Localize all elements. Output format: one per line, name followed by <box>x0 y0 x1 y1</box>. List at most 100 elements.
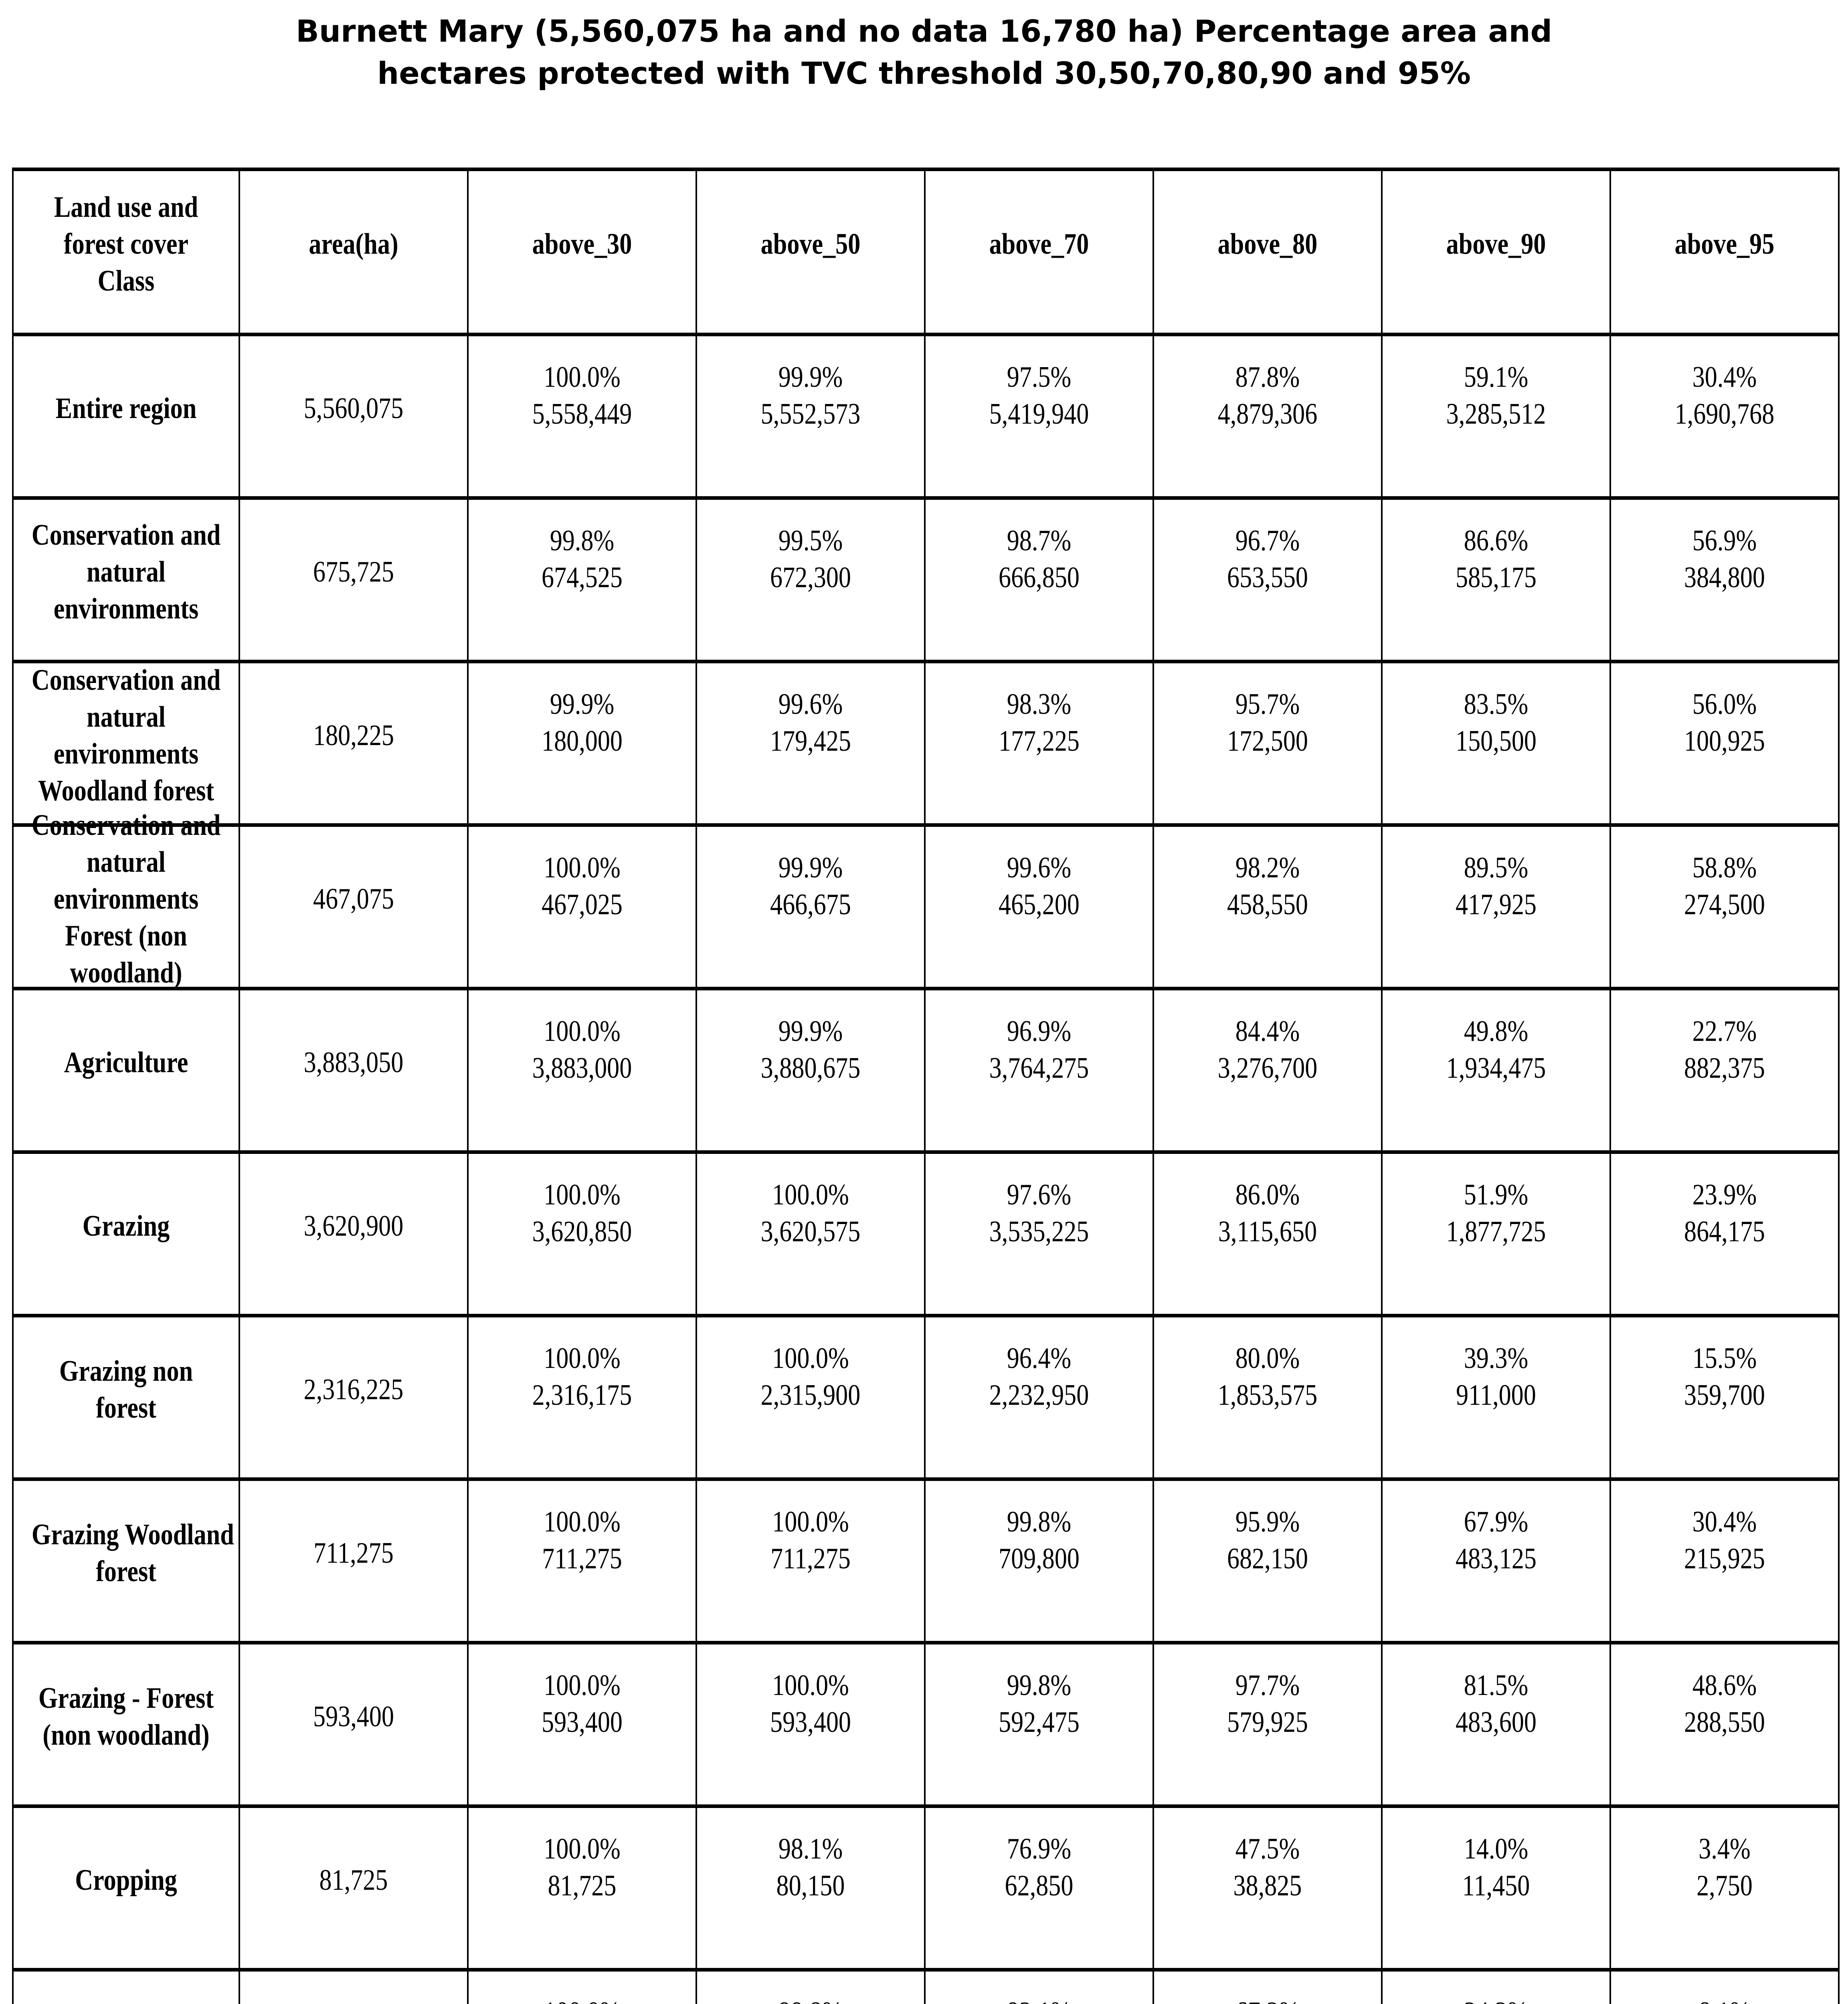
threshold-cell: 56.0% 100,925 <box>1609 660 1840 827</box>
hectares-value: 666,850 <box>998 561 1080 594</box>
hectares-value: 1,853,575 <box>1217 1378 1318 1412</box>
threshold-cell: 22.7% 882,375 <box>1609 987 1840 1154</box>
percent-value: 100.0% <box>772 1341 849 1375</box>
area-ha-cell: 3,883,050 <box>239 987 469 1154</box>
threshold-cell: 80.0% 1,853,575 <box>1152 1314 1383 1481</box>
threshold-cell: 30.4% 1,690,768 <box>1609 333 1840 500</box>
percent-value: 96.4% <box>1007 1341 1072 1375</box>
threshold-cell: 100.0% 3,620,850 <box>467 1150 697 1317</box>
threshold-cell: 97.6% 3,535,225 <box>924 1150 1154 1317</box>
percent-value: 99.8% <box>715 1994 906 2004</box>
row-label-cell: Irrigation <box>12 1968 240 2004</box>
hectares-value: 3,620,575 <box>760 1215 861 1248</box>
threshold-cell: 24.2%42,350 <box>1381 1968 1611 2004</box>
hectares-value: 882,375 <box>1684 1051 1765 1085</box>
table-row: Irrigation174,750100.0%174,75099.8%174,3… <box>12 1968 1840 2004</box>
threshold-cell: 76.9% 62,850 <box>924 1804 1154 1972</box>
percent-value: 98.1% <box>778 1832 843 1865</box>
percent-value: 99.8% <box>1007 1669 1072 1702</box>
hectares-value: 3,883,000 <box>532 1051 632 1085</box>
percent-value: 39.3% <box>1464 1341 1529 1375</box>
hectares-value: 3,880,675 <box>760 1051 861 1085</box>
hectares-value: 672,300 <box>770 561 851 594</box>
hectares-value: 653,550 <box>1227 561 1308 594</box>
area-ha-cell: 2,316,225 <box>239 1314 469 1481</box>
percent-value: 81.5% <box>1464 1669 1529 1702</box>
threshold-cell: 96.7% 653,550 <box>1152 496 1383 663</box>
percent-value: 98.3% <box>1007 687 1072 721</box>
threshold-cell: 95.7% 172,500 <box>1152 660 1383 827</box>
percent-value: 99.6% <box>778 687 843 721</box>
percent-value: 99.5% <box>778 524 843 557</box>
percent-value: 97.6% <box>1007 1178 1072 1211</box>
area-ha-cell: 180,225 <box>239 660 469 827</box>
percent-value: 100.0% <box>487 1994 677 2004</box>
area-ha-cell: 467,075 <box>239 823 469 990</box>
percent-value: 99.6% <box>1007 851 1072 884</box>
hectares-value: 384,800 <box>1684 561 1765 594</box>
threshold-cell: 100.0% 593,400 <box>467 1641 697 1808</box>
percent-value: 97.7% <box>1235 1669 1300 1702</box>
hectares-value: 11,450 <box>1462 1869 1530 1902</box>
percent-value: 100.0% <box>772 1505 849 1538</box>
percent-value: 83.5% <box>1464 687 1529 721</box>
percent-value: 100.0% <box>772 1178 849 1211</box>
threshold-cell: 100.0% 711,275 <box>467 1477 697 1644</box>
threshold-cell: 100.0% 467,025 <box>467 823 697 990</box>
threshold-cell: 86.0% 3,115,650 <box>1152 1150 1383 1317</box>
hectares-value: 417,925 <box>1455 888 1537 921</box>
threshold-cell: 92.1%160,975 <box>924 1968 1154 2004</box>
hectares-value: 3,276,700 <box>1217 1051 1318 1085</box>
threshold-cell: 99.9% 5,552,573 <box>696 333 926 500</box>
table-row: Agriculture 3,883,050 100.0% 3,883,000 99.9%… <box>12 987 1840 1154</box>
hectares-value: 5,558,449 <box>532 397 632 430</box>
threshold-cell: 58.8% 274,500 <box>1609 823 1840 990</box>
percent-value: 84.4% <box>1235 1014 1300 1048</box>
row-label-cell: Conservation and natural environments Fo… <box>12 809 240 990</box>
threshold-cell: 96.4% 2,232,950 <box>924 1314 1154 1481</box>
percent-value: 95.9% <box>1235 1505 1300 1538</box>
hectares-value: 674,525 <box>541 561 623 594</box>
row-label-cell: Conservation and natural environments <box>12 496 240 663</box>
threshold-cell: 98.2% 458,550 <box>1152 823 1383 990</box>
percent-value: 95.7% <box>1235 687 1300 721</box>
threshold-cell: 99.8%174,350 <box>696 1968 926 2004</box>
hectares-value: 465,200 <box>998 888 1080 921</box>
threshold-cell: 99.9% 3,880,675 <box>696 987 926 1154</box>
threshold-cell: 56.9% 384,800 <box>1609 496 1840 663</box>
threshold-cell: 15.5% 359,700 <box>1609 1314 1840 1481</box>
threshold-cell: 23.9% 864,175 <box>1609 1150 1840 1317</box>
hectares-value: 3,620,850 <box>532 1215 632 1248</box>
percent-value: 99.8% <box>550 524 615 557</box>
area-ha-cell: 593,400 <box>239 1641 469 1808</box>
percent-value: 80.0% <box>1235 1341 1300 1375</box>
threshold-cell: 97.5% 5,419,940 <box>924 333 1154 500</box>
threshold-cell: 99.9% 466,675 <box>696 823 926 990</box>
percent-value: 56.0% <box>1692 687 1757 721</box>
table-row: Conservation and natural environments 675… <box>12 496 1840 663</box>
hectares-value: 100,925 <box>1684 724 1765 758</box>
threshold-cell: 97.7% 579,925 <box>1152 1641 1383 1808</box>
row-label-cell: Entire region <box>12 333 240 500</box>
percent-value: 87.8% <box>1235 360 1300 394</box>
table-row: Conservation and natural environments Fo… <box>12 809 1840 990</box>
column-header-above_95: above_95 <box>1609 168 1840 336</box>
table-row: Conservation and natural environments Wo… <box>12 660 1840 827</box>
percent-value: 76.9% <box>1007 1832 1072 1865</box>
percent-value: 99.9% <box>550 687 615 721</box>
percent-value: 86.6% <box>1464 524 1529 557</box>
hectares-value: 81,725 <box>548 1869 617 1902</box>
hectares-value: 2,316,175 <box>532 1378 632 1412</box>
threshold-cell: 47.5% 38,825 <box>1152 1804 1383 1972</box>
column-header-areaha: area(ha) <box>239 168 469 336</box>
hectares-value: 5,419,940 <box>989 397 1089 430</box>
threshold-cell: 98.1% 80,150 <box>696 1804 926 1972</box>
threshold-cell: 99.8% 592,475 <box>924 1641 1154 1808</box>
hectares-value: 5,552,573 <box>760 397 861 430</box>
hectares-value: 593,400 <box>541 1705 623 1739</box>
threshold-cell: 86.6% 585,175 <box>1381 496 1611 663</box>
percent-value: 98.2% <box>1235 851 1300 884</box>
threshold-cell: 8.1%14,125 <box>1609 1968 1840 2004</box>
threshold-cell: 3.4% 2,750 <box>1609 1804 1840 1972</box>
percent-value: 89.5% <box>1464 851 1529 884</box>
